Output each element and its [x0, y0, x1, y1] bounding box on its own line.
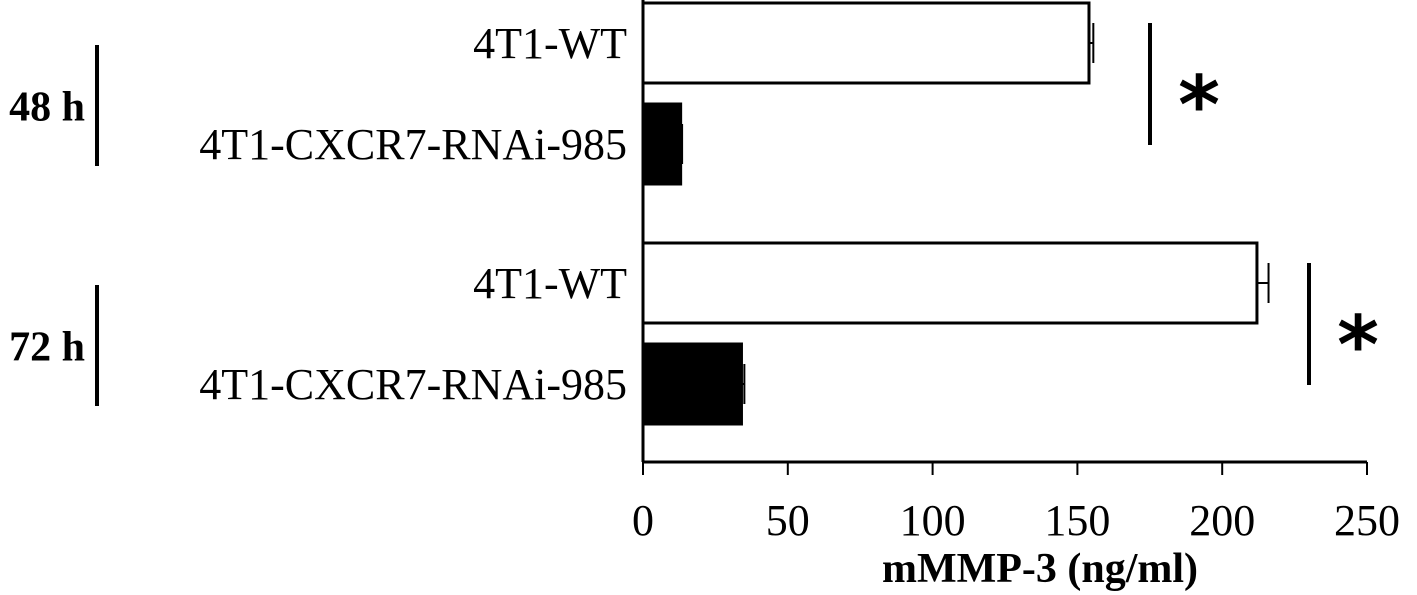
significance-star: * [1178, 59, 1220, 152]
bar [641, 342, 743, 426]
x-tick-label: 100 [900, 496, 966, 545]
x-tick-label: 250 [1334, 496, 1400, 545]
group-label: 48 h [9, 85, 85, 131]
x-tick-label: 150 [1044, 496, 1110, 545]
x-tick-label: 50 [766, 496, 810, 545]
x-axis-ticks: 0 50 100 150 200 250 [632, 462, 1400, 545]
significance-star: * [1337, 299, 1379, 392]
bar [641, 1, 1091, 85]
x-tick-label: 0 [632, 496, 654, 545]
bar [641, 241, 1259, 325]
group-label: 72 h [9, 325, 85, 371]
x-axis-title: mMMP-3 (ng/ml) [882, 546, 1198, 592]
category-label: 4T1-CXCR7-RNAi-985 [199, 120, 627, 169]
bars-layer [641, 1, 1270, 426]
category-labels: 4T1-WT 4T1-CXCR7-RNAi-985 48 h * 4T1-WT 4T1-C… [9, 19, 1379, 409]
category-label: 4T1-WT [473, 259, 627, 308]
x-tick-label: 200 [1189, 496, 1255, 545]
bar [641, 102, 683, 186]
category-label: 4T1-CXCR7-RNAi-985 [199, 360, 627, 409]
category-label: 4T1-WT [473, 19, 627, 68]
